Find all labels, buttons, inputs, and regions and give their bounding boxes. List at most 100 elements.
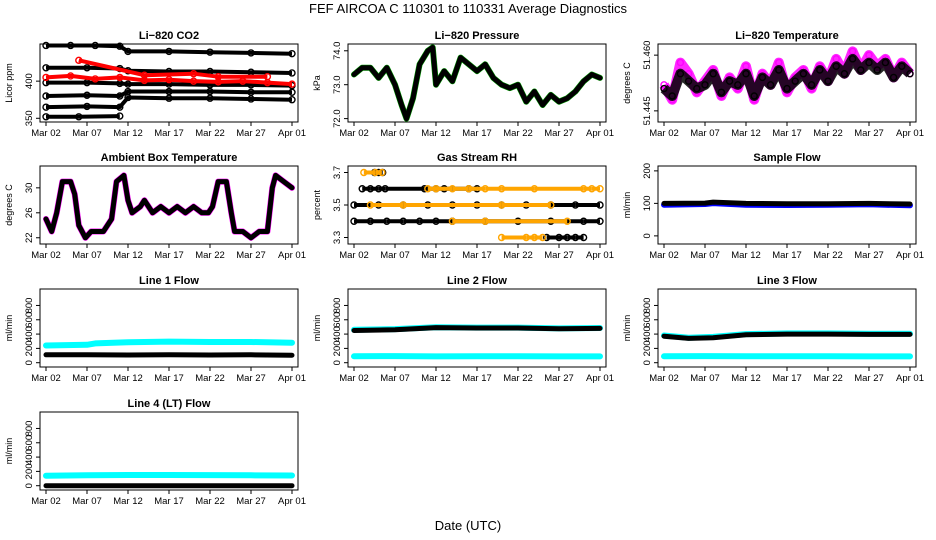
panel-co2: Li−820 CO2 Licor ppm 350 400 Mar 02 Mar 07 Mar… xyxy=(4,30,306,139)
series-line xyxy=(351,44,603,122)
series-line xyxy=(661,331,913,341)
data-point xyxy=(415,217,424,225)
data-point xyxy=(448,185,457,193)
x-tick-label: Mar 22 xyxy=(813,373,843,384)
x-tick-label: Mar 17 xyxy=(772,373,802,384)
data-point xyxy=(742,70,750,78)
data-point xyxy=(91,75,99,83)
y-tick-label: 30 xyxy=(24,183,35,194)
data-point xyxy=(124,80,132,88)
y-tick-label: 0 xyxy=(24,360,35,365)
data-point xyxy=(701,81,709,89)
panel-title: Line 4 (LT) Flow xyxy=(128,398,211,410)
data-point xyxy=(366,185,375,193)
data-point xyxy=(824,77,832,85)
y-axis-label: ml/min xyxy=(622,192,632,219)
data-point xyxy=(775,66,783,74)
data-point xyxy=(432,185,440,193)
y-tick-label: 400 xyxy=(24,73,35,89)
y-tick-label: 100 xyxy=(642,195,653,211)
panel-title: Line 1 Flow xyxy=(139,275,199,287)
data-point xyxy=(579,233,588,242)
data-point xyxy=(360,168,368,177)
series-band xyxy=(45,73,293,87)
y-tick-label: 400 xyxy=(24,449,35,465)
plot-frame xyxy=(347,43,607,123)
x-tick-label: Mar 22 xyxy=(503,373,533,384)
panel-title: Line 3 Flow xyxy=(757,275,817,287)
data-point xyxy=(83,102,91,111)
x-tick-label: Mar 02 xyxy=(31,250,61,261)
data-point xyxy=(66,41,75,50)
x-tick-label: Mar 12 xyxy=(731,128,761,139)
x-tick-label: Mar 12 xyxy=(731,373,761,384)
data-point xyxy=(522,233,530,242)
data-point xyxy=(543,233,551,242)
x-tick-label: Mar 27 xyxy=(544,128,574,139)
data-point xyxy=(734,81,742,89)
figure-title: FEF AIRCOA C 110301 to 110331 Average Di… xyxy=(309,1,627,16)
data-point xyxy=(247,95,255,103)
series-band xyxy=(46,43,293,56)
data-point xyxy=(481,217,489,225)
data-point xyxy=(165,47,173,56)
data-point xyxy=(889,73,898,82)
x-tick-label: Mar 07 xyxy=(690,250,720,261)
series-band xyxy=(46,80,293,88)
y-tick-label: 400 xyxy=(24,326,35,342)
x-tick-label: Mar 17 xyxy=(154,496,184,507)
y-tick-label: 3.5 xyxy=(332,198,343,211)
data-point xyxy=(448,217,457,225)
data-point xyxy=(42,113,50,121)
data-point xyxy=(165,75,173,84)
y-tick-label: 200 xyxy=(642,340,653,356)
data-point xyxy=(288,88,296,96)
panel-title: Line 2 Flow xyxy=(447,275,507,287)
data-point xyxy=(840,70,849,78)
data-point xyxy=(660,81,668,89)
data-point xyxy=(288,80,296,88)
x-tick-label: Mar 02 xyxy=(339,373,369,384)
series-band xyxy=(78,58,268,79)
x-tick-label: Mar 27 xyxy=(854,373,884,384)
data-point xyxy=(497,185,506,193)
y-tick-label: 200 xyxy=(24,463,35,479)
data-point xyxy=(366,201,375,209)
data-point xyxy=(124,47,132,56)
data-point xyxy=(206,94,214,102)
x-tick-label: Mar 22 xyxy=(195,128,225,139)
data-point xyxy=(83,91,91,99)
data-point xyxy=(75,56,83,65)
x-tick-label: Mar 02 xyxy=(649,250,679,261)
y-tick-label: 600 xyxy=(642,312,653,328)
data-point xyxy=(288,96,296,104)
x-tick-label: Mar 27 xyxy=(236,128,266,139)
panel-title: Li−820 Pressure xyxy=(435,30,520,42)
data-point xyxy=(378,168,386,177)
x-tick-label: Mar 02 xyxy=(649,373,679,384)
data-point xyxy=(596,201,604,209)
x-tick-label: Mar 02 xyxy=(649,128,679,139)
data-point xyxy=(383,217,391,225)
data-point xyxy=(832,62,840,70)
data-point xyxy=(783,84,791,93)
data-point xyxy=(571,201,580,209)
data-point xyxy=(481,185,489,193)
data-point xyxy=(189,70,198,78)
y-tick-label: 0 xyxy=(332,360,343,365)
y-axis-label: percent xyxy=(312,189,322,220)
data-point xyxy=(75,113,83,121)
x-tick-label: Mar 17 xyxy=(154,128,184,139)
x-tick-label: Mar 27 xyxy=(854,128,884,139)
data-point xyxy=(116,73,124,82)
data-point xyxy=(424,185,432,193)
data-point xyxy=(381,185,389,193)
series-line xyxy=(43,352,295,358)
x-tick-label: Apr 01 xyxy=(896,373,924,384)
y-axis-label: Licor ppm xyxy=(4,63,14,103)
x-tick-label: Mar 02 xyxy=(31,496,61,507)
x-tick-label: Mar 07 xyxy=(690,373,720,384)
